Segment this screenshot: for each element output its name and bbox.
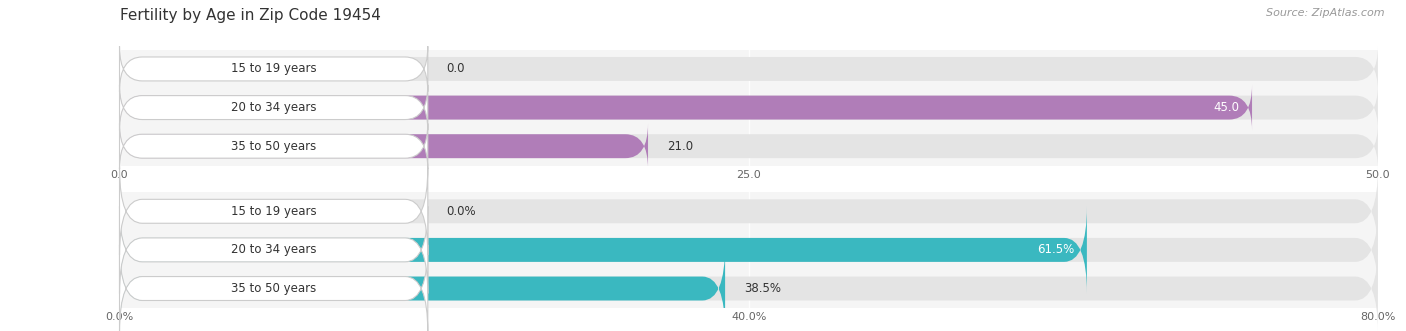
FancyBboxPatch shape [120,168,427,255]
Text: 61.5%: 61.5% [1038,243,1074,257]
Text: Source: ZipAtlas.com: Source: ZipAtlas.com [1267,8,1385,18]
FancyBboxPatch shape [120,245,725,331]
Text: 15 to 19 years: 15 to 19 years [231,205,316,218]
FancyBboxPatch shape [120,245,427,331]
Text: 45.0: 45.0 [1213,101,1240,114]
FancyBboxPatch shape [120,85,427,130]
Text: 35 to 50 years: 35 to 50 years [231,282,316,295]
Text: 0.0%: 0.0% [447,205,477,218]
Text: 0.0: 0.0 [447,63,465,75]
Text: 38.5%: 38.5% [744,282,780,295]
FancyBboxPatch shape [120,123,427,169]
Text: 21.0: 21.0 [666,140,693,153]
Text: Fertility by Age in Zip Code 19454: Fertility by Age in Zip Code 19454 [120,8,381,23]
Text: 20 to 34 years: 20 to 34 years [231,101,316,114]
FancyBboxPatch shape [120,85,1378,130]
FancyBboxPatch shape [120,206,427,294]
FancyBboxPatch shape [120,46,427,92]
FancyBboxPatch shape [120,46,1378,92]
FancyBboxPatch shape [120,206,1087,294]
FancyBboxPatch shape [120,168,1378,255]
FancyBboxPatch shape [120,206,1378,294]
Text: 35 to 50 years: 35 to 50 years [231,140,316,153]
FancyBboxPatch shape [120,123,648,169]
FancyBboxPatch shape [120,85,1251,130]
FancyBboxPatch shape [120,245,1378,331]
Text: 15 to 19 years: 15 to 19 years [231,63,316,75]
FancyBboxPatch shape [120,123,1378,169]
Text: 20 to 34 years: 20 to 34 years [231,243,316,257]
